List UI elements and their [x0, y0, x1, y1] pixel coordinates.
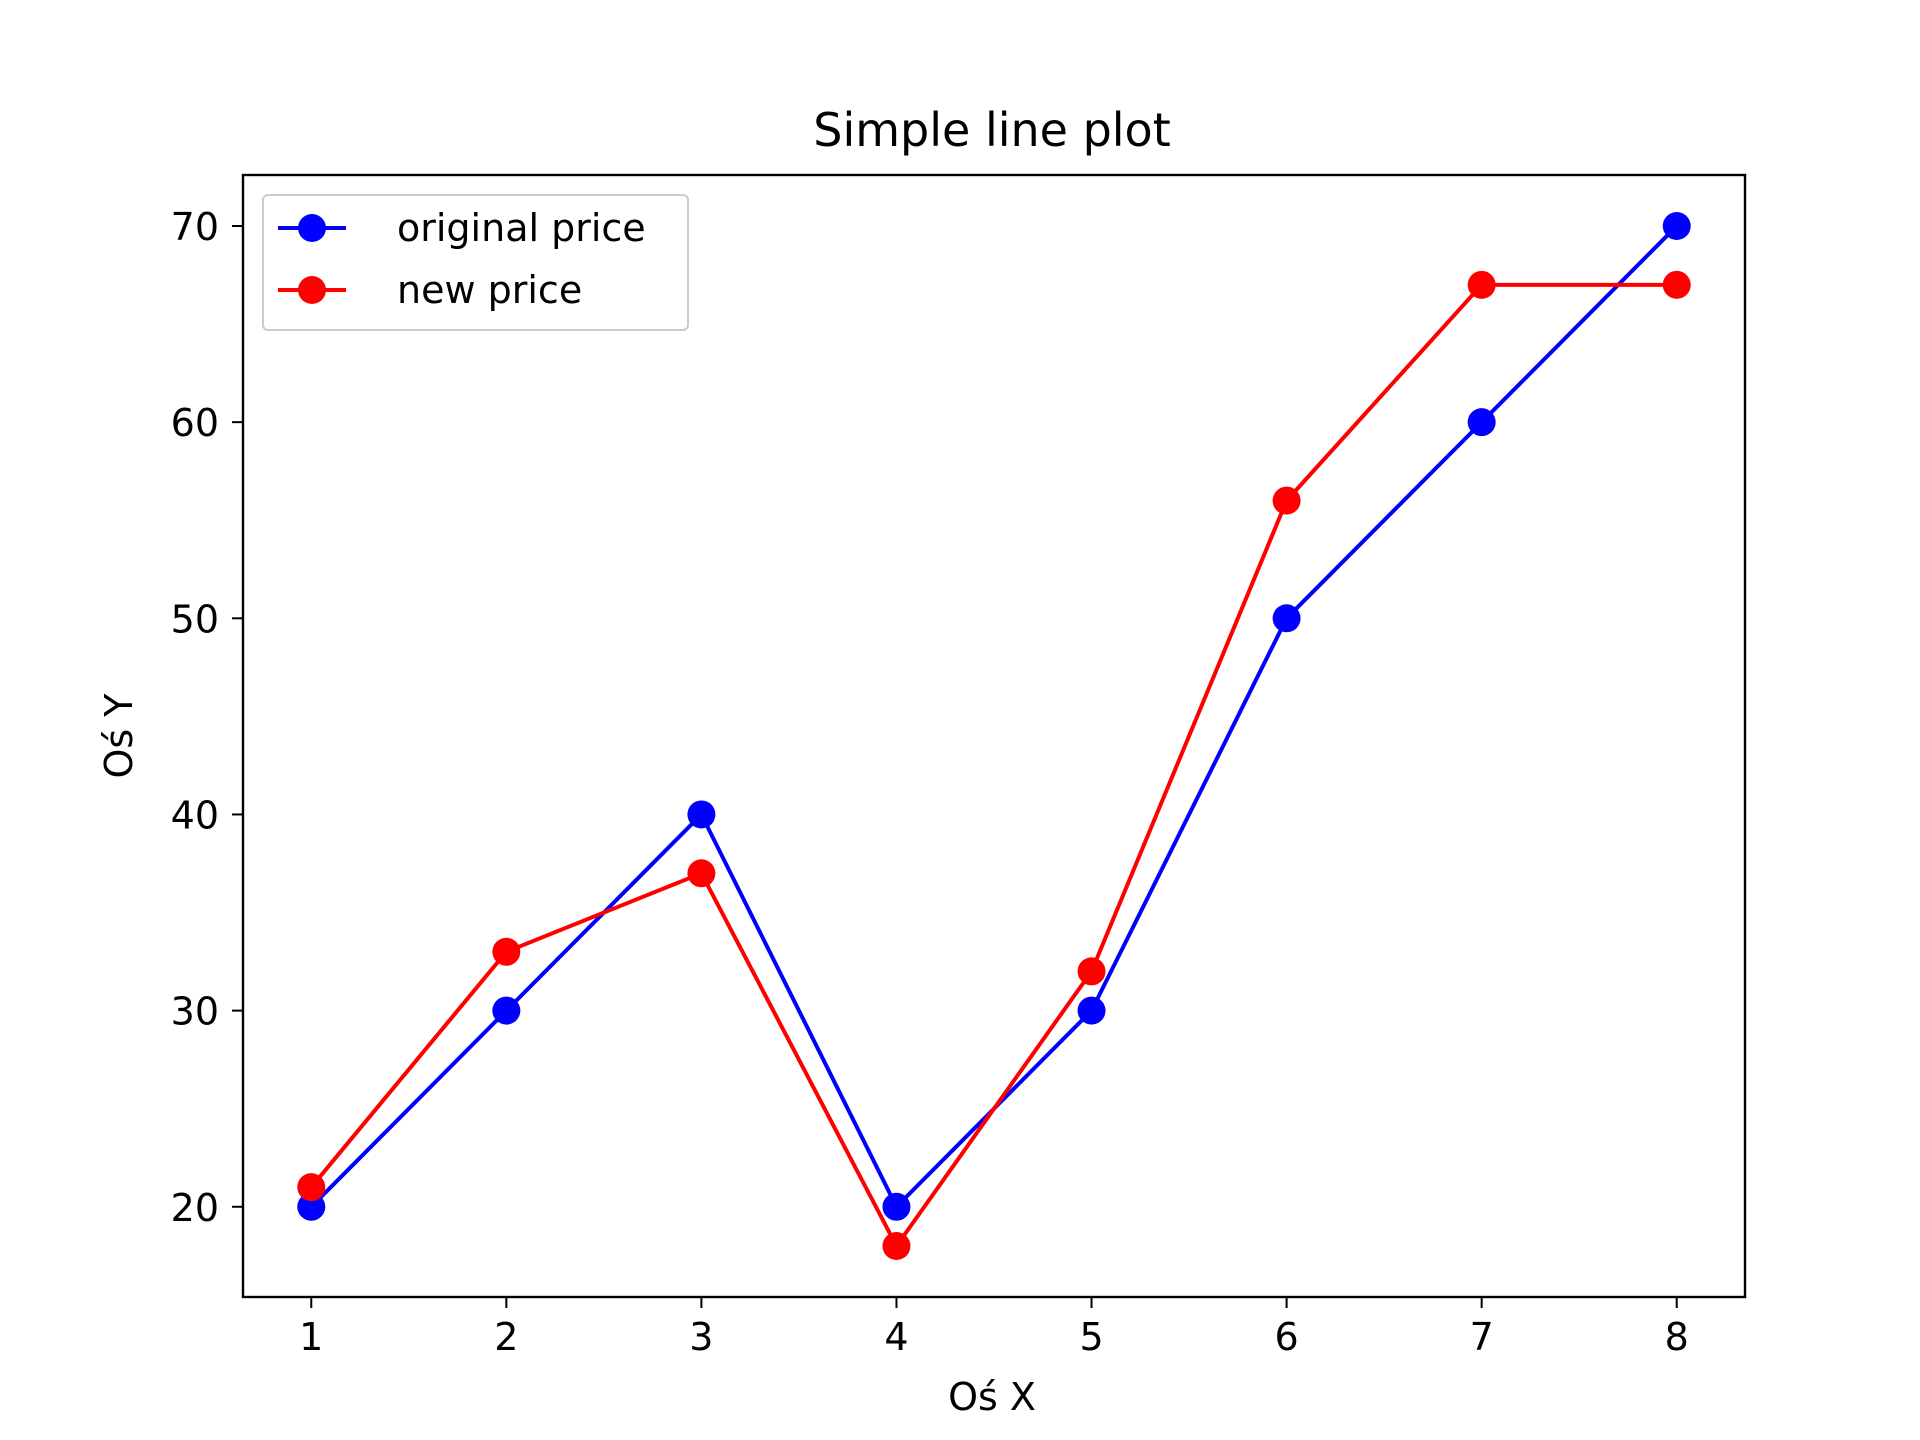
x-tick-label: 2 — [494, 1315, 518, 1359]
data-point — [492, 996, 521, 1025]
data-point — [687, 859, 716, 888]
y-tick-label: 20 — [171, 1186, 219, 1230]
x-axis-label: Oś X — [948, 1375, 1036, 1419]
data-point — [1662, 212, 1691, 240]
data-point — [297, 1173, 326, 1202]
x-axis-ticks: 1 2 3 4 5 6 7 8 — [299, 1297, 1689, 1359]
plot-frame — [241, 173, 1747, 1299]
y-tick-label: 50 — [171, 597, 219, 641]
x-tick-label: 7 — [1470, 1315, 1494, 1359]
x-tick-label: 8 — [1665, 1315, 1689, 1359]
data-point — [1272, 486, 1301, 515]
data-point — [1272, 604, 1301, 633]
x-tick-label: 4 — [884, 1315, 908, 1359]
data-point — [492, 937, 521, 966]
legend-label: new price — [397, 268, 582, 312]
y-axis-label: Oś Y — [97, 693, 141, 779]
y-axis-ticks: 20 30 40 50 60 70 — [171, 205, 243, 1230]
legend: original price new price — [262, 194, 689, 331]
legend-label: original price — [397, 206, 646, 250]
data-point — [1077, 957, 1106, 986]
data-point — [297, 1192, 326, 1221]
x-tick-label: 5 — [1079, 1315, 1103, 1359]
y-tick-label: 70 — [171, 205, 219, 249]
legend-marker — [298, 214, 326, 242]
data-point — [1467, 270, 1496, 299]
data-point — [882, 1192, 911, 1221]
data-point — [882, 1232, 911, 1260]
data-point — [687, 800, 716, 829]
data-point — [1662, 270, 1691, 299]
y-tick-label: 60 — [171, 401, 219, 445]
chart-title: Simple line plot — [813, 103, 1171, 157]
x-tick-label: 1 — [299, 1315, 323, 1359]
series-line — [308, 282, 1679, 1248]
legend-box — [262, 194, 689, 331]
data-point — [1467, 408, 1496, 437]
x-tick-label: 6 — [1275, 1315, 1299, 1359]
data-point — [1077, 996, 1106, 1025]
y-tick-label: 30 — [171, 990, 219, 1034]
y-tick-label: 40 — [171, 793, 219, 837]
series-layer — [297, 212, 1691, 1260]
series-new-price — [297, 270, 1691, 1260]
legend-marker — [298, 276, 326, 304]
x-tick-label: 3 — [689, 1315, 713, 1359]
